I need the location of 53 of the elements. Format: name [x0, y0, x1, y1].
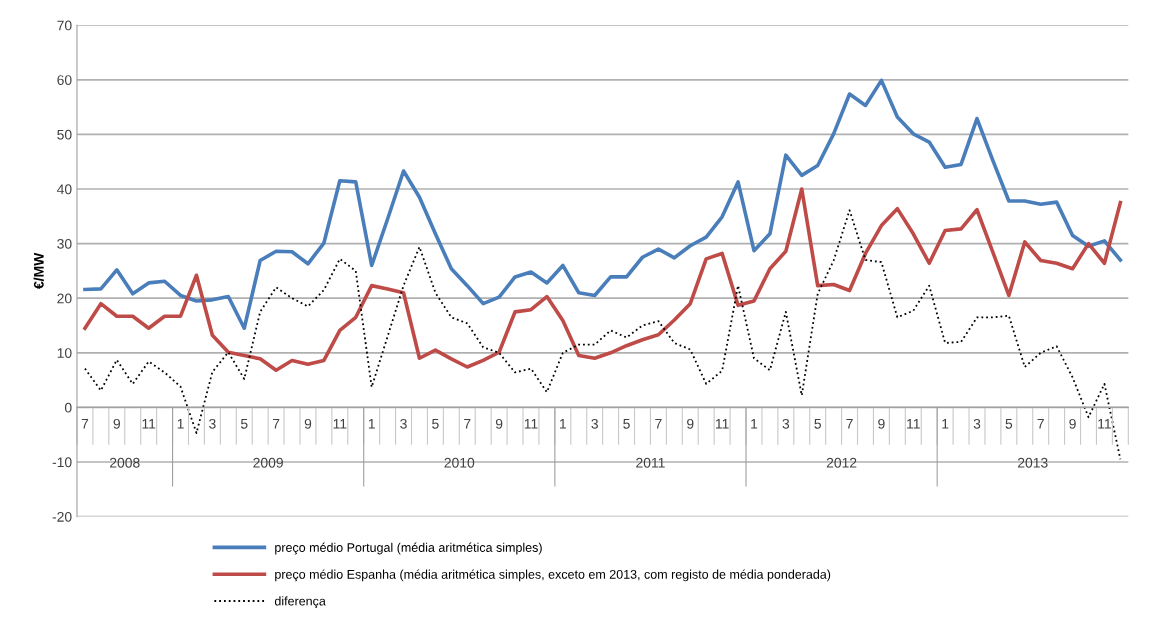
x-tick-label: 11: [907, 419, 920, 429]
annotation: 2009: [253, 457, 283, 468]
x-tick-label: 9: [495, 418, 503, 429]
x-tick-label: 3: [209, 418, 216, 429]
y-tick-label: 70: [57, 20, 72, 31]
annotation: 2012: [826, 457, 857, 468]
x-tick-label: 7: [655, 419, 662, 429]
annotation: 2010: [444, 457, 475, 468]
y-tick-label: 10: [57, 348, 72, 358]
y-tick-label: 0: [64, 402, 72, 413]
legend-label: preço médio Portugal (média aritmética simples): [275, 542, 542, 555]
x-tick-label: 11: [1098, 419, 1111, 429]
y-tick-label: 30: [57, 238, 72, 249]
x-tick-label: 11: [524, 419, 538, 429]
x-tick-label: 1: [368, 419, 375, 429]
annotation: 2008: [110, 457, 140, 468]
x-tick-label: 5: [432, 419, 439, 429]
x-tick-label: 7: [272, 419, 280, 429]
y-tick-label: 60: [57, 75, 72, 85]
x-tick-label: 9: [304, 418, 312, 429]
x-tick-label: 9: [878, 418, 885, 429]
x-tick-label: 3: [400, 418, 407, 429]
x-tick-label: 1: [560, 419, 567, 429]
annotation: 2013: [1017, 457, 1048, 468]
x-tick-label: 3: [591, 418, 598, 429]
y-tick-label: 50: [57, 129, 72, 140]
x-tick-label: 11: [142, 419, 156, 429]
x-tick-label: 3: [782, 418, 790, 429]
y-axis-title: €/MW: [33, 252, 44, 289]
x-tick-label: 7: [1037, 419, 1044, 429]
x-tick-label: 11: [333, 419, 347, 429]
x-tick-label: 9: [113, 418, 121, 429]
x-tick-label: 1: [177, 419, 184, 429]
x-tick-label: 5: [240, 419, 248, 429]
x-tick-label: 5: [1005, 419, 1013, 429]
legend-label: preço médio Espanha (média aritmética simples, exceto em 2013, com registo de média ponderada): [275, 569, 831, 582]
x-tick-label: 1: [751, 419, 758, 429]
x-tick-label: 5: [814, 419, 821, 429]
x-tick-label: 11: [715, 419, 729, 429]
y-tick-label: -20: [52, 511, 72, 522]
x-tick-label: 3: [973, 418, 981, 429]
x-tick-label: 7: [846, 419, 853, 429]
y-tick-label: 40: [56, 184, 72, 195]
x-tick-label: 9: [1069, 418, 1076, 429]
legend-label: diferença: [274, 596, 326, 609]
y-tick-label: -10: [52, 457, 72, 468]
y-tick-label: 20: [57, 293, 72, 304]
x-tick-label: 5: [623, 419, 630, 429]
annotation: 2011: [636, 457, 665, 468]
x-tick-label: 9: [687, 418, 694, 429]
x-tick-label: 7: [81, 419, 89, 429]
x-tick-label: 7: [464, 419, 471, 429]
x-tick-label: 1: [942, 419, 949, 429]
